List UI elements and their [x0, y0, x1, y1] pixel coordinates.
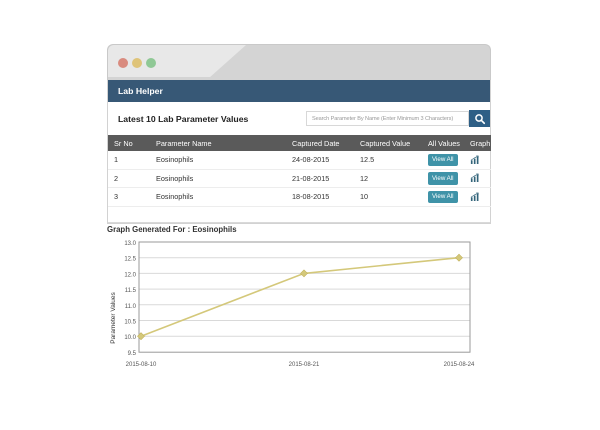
svg-text:11.5: 11.5	[125, 288, 137, 294]
svg-text:11.0: 11.0	[125, 304, 137, 310]
svg-text:2015-08-10: 2015-08-10	[126, 362, 157, 368]
svg-text:Parameter Values: Parameter Values	[110, 291, 117, 343]
svg-text:2015-08-24: 2015-08-24	[444, 362, 475, 368]
svg-text:2015-08-21: 2015-08-21	[289, 362, 320, 368]
svg-text:13.0: 13.0	[124, 241, 136, 247]
svg-text:12.5: 12.5	[124, 257, 136, 263]
svg-text:12.0: 12.0	[124, 272, 136, 278]
svg-text:9.5: 9.5	[128, 351, 137, 357]
svg-text:10.0: 10.0	[124, 335, 136, 341]
svg-text:10.5: 10.5	[124, 320, 136, 326]
